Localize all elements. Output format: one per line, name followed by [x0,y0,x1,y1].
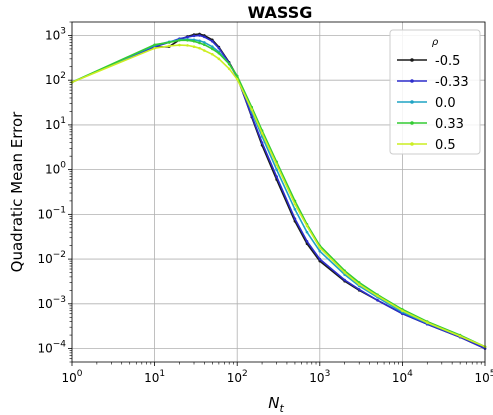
x-tick-label: 103 [309,369,330,385]
data-point [211,45,214,49]
legend-label: -0.33 [435,75,469,90]
data-point [203,35,206,39]
data-point [357,288,361,291]
data-point [217,46,221,50]
data-point [425,321,429,324]
legend-item: 0.33 [397,117,464,132]
data-point [275,175,278,178]
data-point [192,45,196,49]
data-point [318,257,322,261]
plot-area-frame [71,21,486,363]
data-point [376,294,379,298]
legend-item: 0.5 [397,138,456,153]
y-tick-label: 10−3 [37,295,66,311]
x-axis-label: Nt [268,394,284,415]
data-point [167,44,171,48]
data-point [203,41,206,44]
axes: 100 101 102 103 104 105 10−4 10−3 10−2 10−1 100 101… [37,21,493,385]
data-point [260,141,264,145]
legend: ρ -0.5 -0.33 0.0 0.33 0.5 [389,29,481,155]
legend-marker [410,142,414,146]
data-point [275,168,278,171]
legend-item: -0.33 [397,75,469,90]
data-point [275,163,278,166]
data-point [186,35,189,39]
data-point [293,207,297,211]
data-point [401,309,404,313]
data-point [357,283,361,286]
data-point [217,51,221,55]
x-tick-label: 102 [227,369,248,385]
legend-title: ρ [432,37,439,48]
x-tick-label: 105 [474,369,493,385]
data-point [198,34,201,37]
x-axis-label-subscript: t [279,402,284,415]
legend-label: -0.5 [435,54,460,69]
data-point [227,67,231,71]
legend-frame [389,29,481,155]
chart-title: WASSG [248,3,313,22]
legend-label: 0.5 [435,138,456,153]
data-point [343,271,346,274]
data-point [343,278,346,282]
x-tick-label: 104 [392,369,413,385]
data-point [186,38,189,42]
series-lines [70,32,487,350]
x-tick-label: 101 [144,369,165,385]
data-point [305,239,309,243]
x-tick-label: 100 [61,369,82,385]
data-point [376,298,379,302]
legend-marker [410,100,414,104]
y-tick-label: 100 [45,161,66,177]
data-point [153,43,156,47]
legend-item: -0.5 [397,54,460,69]
data-point [153,46,156,50]
data-point [305,224,309,228]
y-tick-label: 10−1 [37,205,66,221]
legend-label: 0.0 [435,96,456,111]
data-point [198,39,201,43]
data-point [167,41,171,44]
y-tick-label: 103 [45,26,66,42]
y-tick-label: 10−4 [37,340,66,356]
data-point [318,249,322,253]
data-point [293,217,297,220]
data-point [203,49,206,52]
y-tick-label: 10−2 [37,250,66,266]
y-axis-label: Quadratic Mean Error [8,111,26,272]
data-point [178,38,181,42]
data-point [318,246,322,249]
data-point [203,43,206,47]
legend-marker [410,79,414,83]
data-point [227,62,231,66]
data-point [458,334,462,338]
data-point [186,44,189,47]
legend-label: 0.33 [435,117,464,132]
y-tick-label: 102 [45,71,66,87]
data-point [192,40,196,43]
data-point [305,230,309,234]
legend-marker [410,58,414,62]
data-point [217,57,221,61]
data-point [211,40,214,43]
legend-item: 0.0 [397,96,456,111]
data-point [192,34,196,38]
legend-marker [410,121,414,125]
x-axis-label-main: N [268,394,279,412]
data-point [178,43,181,47]
data-point [260,131,264,135]
data-point [198,46,201,50]
data-point [235,77,239,81]
y-tick-label: 101 [45,116,66,132]
data-point [293,202,297,206]
data-point [211,47,214,51]
data-point [250,108,254,111]
data-point [198,41,201,45]
data-point [235,74,239,78]
data-point [211,52,214,56]
